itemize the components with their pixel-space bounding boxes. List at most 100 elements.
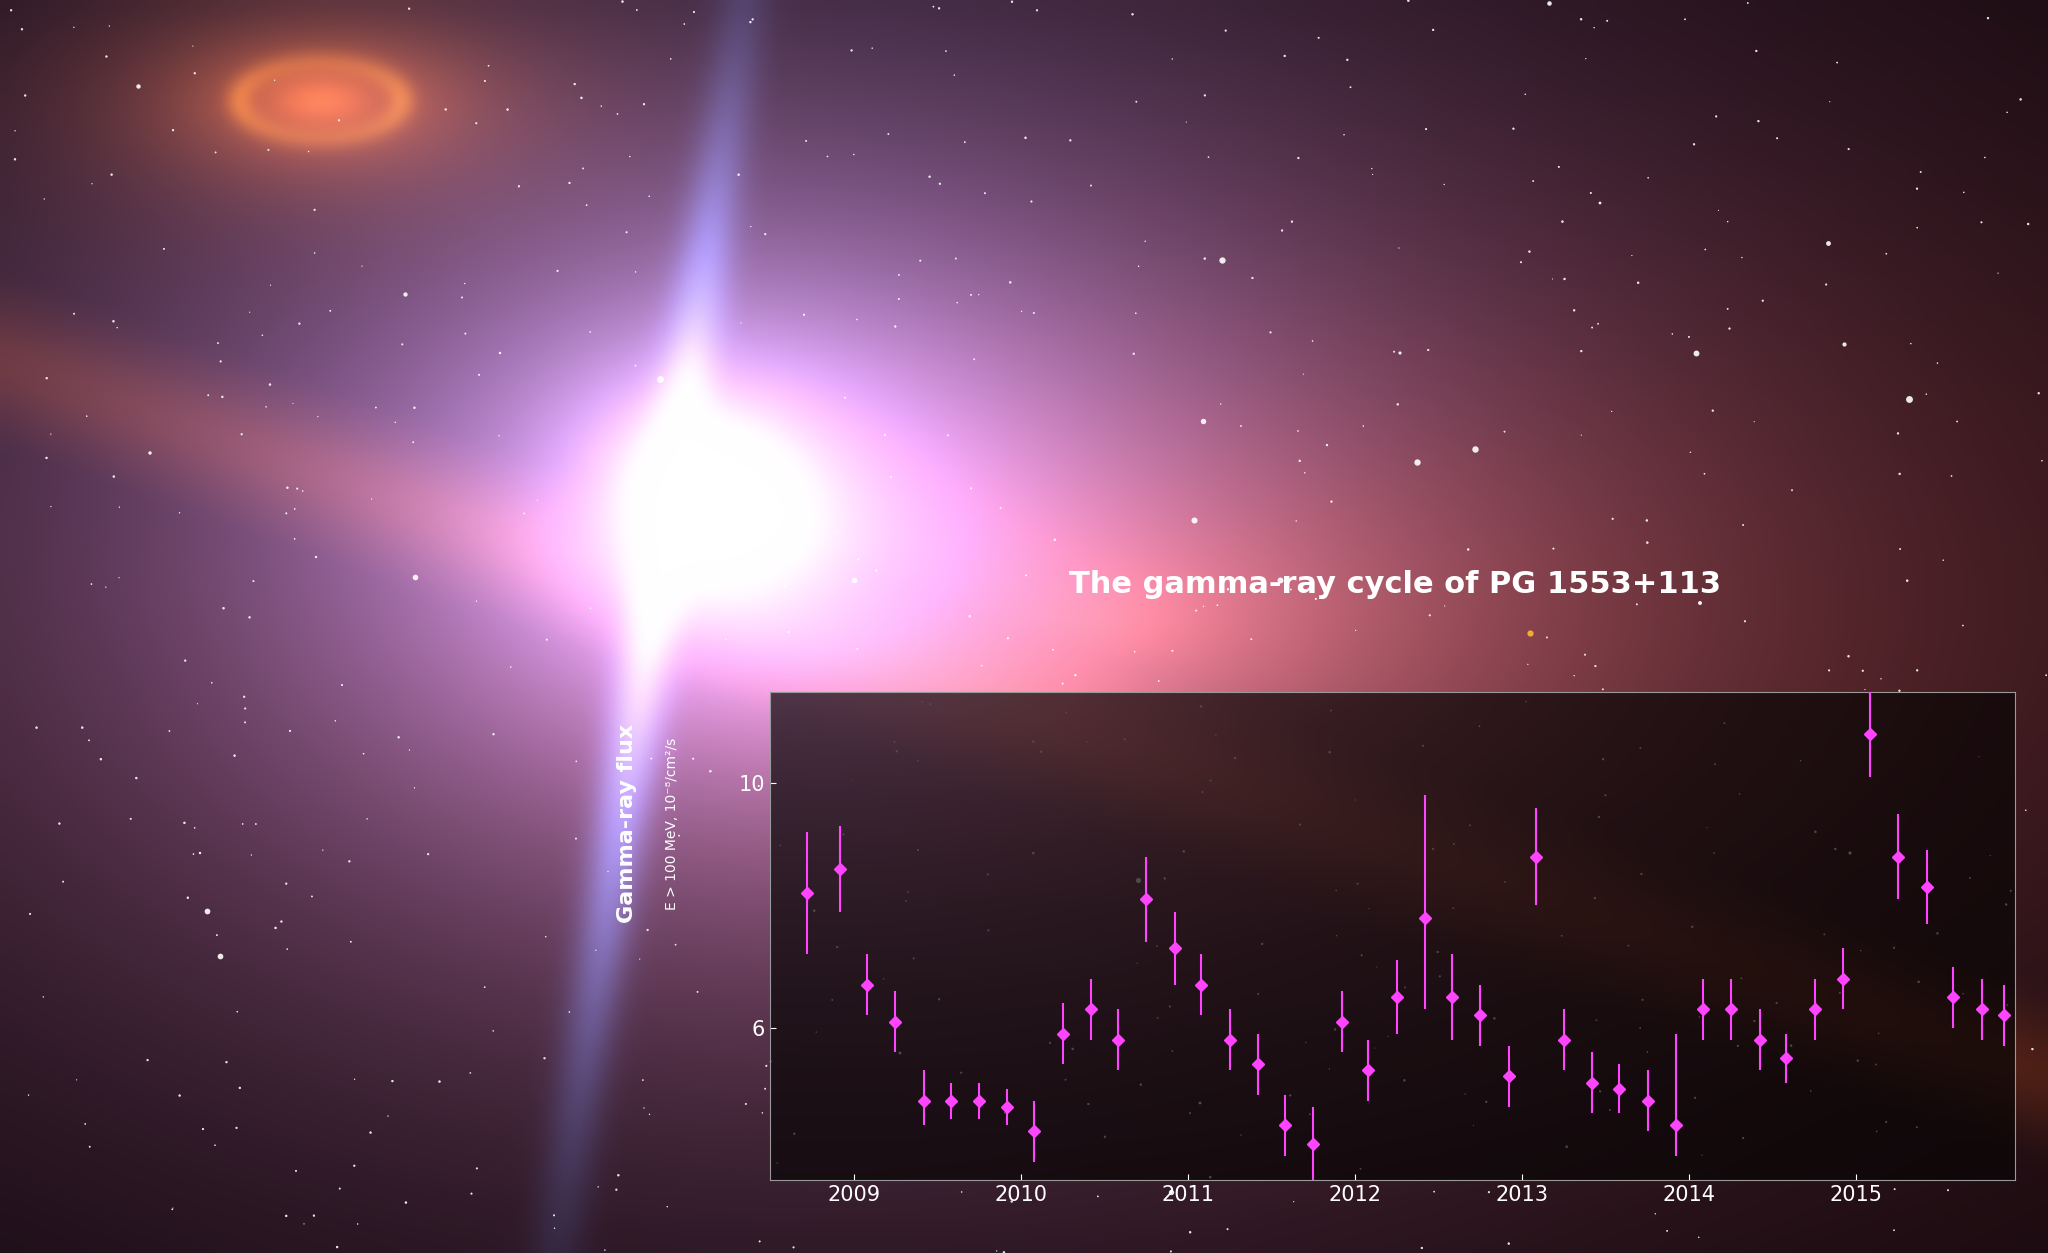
Point <box>1505 252 1538 272</box>
Point <box>1188 411 1221 431</box>
Point <box>1225 416 1257 436</box>
Point <box>1010 128 1042 148</box>
Point <box>1493 1233 1526 1253</box>
Point <box>1401 451 1434 471</box>
Point <box>883 289 915 309</box>
Point <box>1638 1204 1671 1224</box>
Point <box>1690 239 1722 259</box>
Point <box>1120 303 1153 323</box>
Point <box>6 19 39 39</box>
Point <box>940 248 973 268</box>
Point <box>600 460 633 480</box>
Point <box>1380 395 1413 415</box>
Point <box>1174 1222 1206 1242</box>
Point <box>1712 318 1745 338</box>
Point <box>1624 865 1657 885</box>
Point <box>1225 416 1257 436</box>
Point <box>930 41 963 61</box>
Point <box>1010 565 1042 585</box>
Point <box>1417 20 1450 40</box>
Point <box>1921 923 1954 944</box>
Point <box>791 130 823 150</box>
Point <box>1974 846 2007 866</box>
Point <box>1473 1182 1505 1202</box>
Point <box>1911 385 1944 405</box>
Point <box>1579 1010 1612 1030</box>
Point <box>100 317 133 337</box>
Point <box>1683 1007 1716 1027</box>
Point <box>1712 212 1745 232</box>
Text: The gamma-ray cycle of PG 1553+113: The gamma-ray cycle of PG 1553+113 <box>1069 570 1720 599</box>
Point <box>1417 20 1450 40</box>
Point <box>1630 533 1663 553</box>
Point <box>1538 539 1571 559</box>
Point <box>313 301 346 321</box>
Point <box>211 1053 244 1073</box>
Point <box>8 85 41 105</box>
Point <box>1903 972 1935 992</box>
Point <box>954 479 987 499</box>
Point <box>1991 995 2023 1015</box>
Point <box>100 317 133 337</box>
Point <box>760 1153 793 1173</box>
Point <box>1673 442 1706 462</box>
Point <box>1071 1094 1104 1114</box>
Point <box>1382 238 1415 258</box>
Point <box>1991 895 2023 915</box>
Point <box>1169 112 1202 132</box>
Point <box>618 356 651 376</box>
Point <box>1743 112 1776 132</box>
Point <box>1583 193 1616 213</box>
Point <box>778 1124 811 1144</box>
Point <box>1313 1059 1346 1079</box>
Point <box>1536 269 1569 289</box>
Point <box>1208 20 1241 40</box>
Point <box>430 99 463 119</box>
Point <box>1849 679 1882 699</box>
Point <box>1579 1010 1612 1030</box>
Point <box>1090 1126 1122 1146</box>
Point <box>1583 1081 1616 1101</box>
Point <box>1575 317 1608 337</box>
Point <box>623 949 655 969</box>
Point <box>754 1051 786 1071</box>
Point <box>1991 995 2023 1015</box>
Point <box>664 826 696 846</box>
Point <box>1155 1242 1188 1253</box>
Point <box>371 1106 403 1126</box>
Point <box>1122 871 1155 891</box>
Point <box>618 356 651 376</box>
Point <box>1155 1242 1188 1253</box>
Point <box>252 140 285 160</box>
Point <box>1864 669 1896 689</box>
Point <box>1690 818 1722 838</box>
Point <box>225 814 258 834</box>
Point <box>131 1050 164 1070</box>
Point <box>270 873 303 893</box>
Point <box>1264 569 1296 589</box>
Point <box>1186 782 1219 802</box>
Point <box>1882 424 1915 444</box>
Point <box>2011 214 2044 234</box>
Point <box>397 778 430 798</box>
Point <box>1589 786 1622 806</box>
Point <box>393 741 426 761</box>
Point <box>260 918 293 938</box>
Point <box>1673 327 1706 347</box>
Point <box>745 1103 778 1123</box>
Point <box>1120 954 1153 974</box>
Point <box>172 887 205 907</box>
Point <box>0 0 27 20</box>
Point <box>31 447 63 467</box>
Point <box>1845 941 1878 961</box>
Point <box>299 548 332 568</box>
Point <box>508 504 541 524</box>
Point <box>987 1242 1020 1253</box>
Point <box>205 351 238 371</box>
Point <box>827 824 860 845</box>
Point <box>711 629 743 649</box>
Point <box>377 1071 410 1091</box>
Point <box>1538 539 1571 559</box>
Point <box>1862 1024 1894 1044</box>
Point <box>1905 162 1937 182</box>
